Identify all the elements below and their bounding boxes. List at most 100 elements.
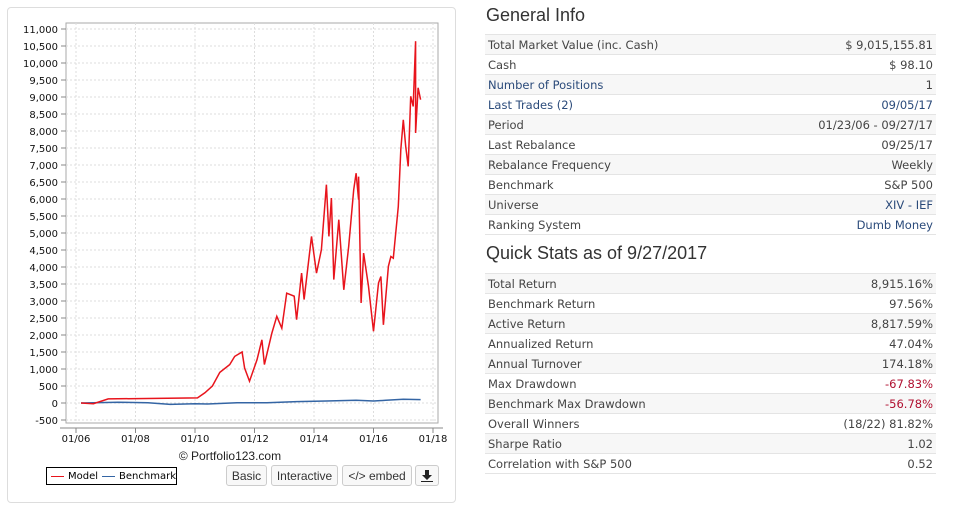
- y-tick-label: 5,500: [29, 212, 58, 223]
- table-row: Overall Winners (18/22) 81.82%: [485, 413, 936, 434]
- table-row: Cash $ 98.10: [485, 54, 936, 75]
- download-icon: [421, 469, 433, 482]
- row-value: $ 9,015,155.81: [752, 34, 936, 55]
- row-label: Annualized Return: [485, 333, 770, 354]
- y-tick-label: 3,000: [29, 297, 58, 308]
- y-tick-label: 1,500: [29, 348, 58, 359]
- table-row: Ranking System Dumb Money: [485, 214, 936, 235]
- interactive-button[interactable]: Interactive: [271, 465, 338, 486]
- table-row: Annualized Return 47.04%: [485, 333, 936, 354]
- y-tick-label: 7,500: [29, 144, 58, 155]
- y-tick-label: 10,500: [23, 42, 58, 53]
- y-tick-label: 9,500: [29, 76, 58, 87]
- row-label: Overall Winners: [485, 413, 770, 434]
- y-tick-label: 10,000: [23, 59, 58, 70]
- download-button[interactable]: [415, 465, 439, 486]
- table-row: Annual Turnover 174.18%: [485, 353, 936, 374]
- y-tick-label: 6,000: [29, 195, 58, 206]
- row-label[interactable]: Last Trades (2): [485, 94, 753, 115]
- chart-legend: Model Benchmark: [46, 467, 177, 485]
- table-row: Benchmark S&P 500: [485, 174, 936, 195]
- legend-benchmark: Benchmark: [119, 470, 176, 482]
- table-row: Max Drawdown -67.83%: [485, 373, 936, 394]
- performance-chart: 11,000 10,500 10,000 9,500 9,000 8,500 8,000 7,…: [23, 22, 447, 445]
- general-info-title: General Info: [486, 5, 586, 25]
- row-label: Ranking System: [485, 214, 753, 235]
- quick-stats-table: Total Return 8,915.16% Benchmark Return 97.…: [485, 273, 936, 474]
- y-tick-label: 9,000: [29, 93, 58, 104]
- series-line-benchmark: [80, 398, 421, 406]
- y-tick-label: 2,000: [29, 331, 58, 342]
- row-value[interactable]: 09/05/17: [752, 94, 936, 115]
- y-tick-label: -500: [35, 416, 58, 427]
- table-row: Correlation with S&P 500 0.52: [485, 453, 936, 474]
- row-value: 0.52: [769, 453, 936, 474]
- row-value: Weekly: [752, 154, 936, 175]
- table-row: Total Return 8,915.16%: [485, 273, 936, 294]
- x-tick-label: 01/10: [181, 434, 210, 445]
- y-tick-label: 500: [39, 382, 58, 393]
- embed-button[interactable]: </> embed: [342, 465, 412, 486]
- y-tick-label: 11,000: [23, 25, 58, 36]
- y-tick-label: 0: [52, 399, 58, 410]
- legend-swatch-model: [51, 475, 64, 477]
- y-tick-label: 5,000: [29, 229, 58, 240]
- row-label[interactable]: Number of Positions: [485, 74, 753, 95]
- row-value: -56.78%: [769, 393, 936, 414]
- y-tick-label: 4,500: [29, 246, 58, 257]
- table-row: Sharpe Ratio 1.02: [485, 433, 936, 454]
- table-row: Number of Positions 1: [485, 74, 936, 95]
- row-label: Total Market Value (inc. Cash): [485, 34, 753, 55]
- row-label: Benchmark Return: [485, 293, 770, 314]
- row-value: S&P 500: [752, 174, 936, 195]
- y-tick-label: 2,500: [29, 314, 58, 325]
- row-value[interactable]: Dumb Money: [752, 214, 936, 235]
- y-tick-label: 4,000: [29, 263, 58, 274]
- plot-area: [65, 22, 439, 424]
- table-row: Last Rebalance 09/25/17: [485, 134, 936, 155]
- chart-panel: [7, 7, 456, 503]
- y-tick-label: 3,500: [29, 280, 58, 291]
- basic-button[interactable]: Basic: [226, 465, 267, 486]
- y-tick-label: 6,500: [29, 178, 58, 189]
- row-label: Sharpe Ratio: [485, 433, 770, 454]
- row-value: -67.83%: [769, 373, 936, 394]
- row-value: 1.02: [769, 433, 936, 454]
- y-tick-label: 8,500: [29, 110, 58, 121]
- legend-model: Model: [68, 470, 99, 482]
- row-label: Total Return: [485, 273, 770, 294]
- x-tick-label: 01/16: [359, 434, 388, 445]
- row-value: 8,915.16%: [769, 273, 936, 294]
- row-value[interactable]: XIV - IEF: [752, 194, 936, 215]
- row-label: Last Rebalance: [485, 134, 753, 155]
- row-label: Period: [485, 114, 753, 135]
- row-value: 8,817.59%: [769, 313, 936, 334]
- row-value: 1: [752, 74, 936, 95]
- y-tick-label: 1,000: [29, 365, 58, 376]
- row-label: Benchmark: [485, 174, 753, 195]
- row-label: Benchmark Max Drawdown: [485, 393, 770, 414]
- general-info-table: Total Market Value (inc. Cash) $ 9,015,15…: [485, 34, 936, 235]
- row-value: $ 98.10: [752, 54, 936, 75]
- table-row: Universe XIV - IEF: [485, 194, 936, 215]
- row-label: Max Drawdown: [485, 373, 770, 394]
- table-row: Rebalance Frequency Weekly: [485, 154, 936, 175]
- legend-swatch-benchmark: [102, 475, 116, 477]
- copyright-text: © Portfolio123.com: [178, 449, 282, 463]
- x-tick-label: 01/06: [62, 434, 91, 445]
- quick-stats-title: Quick Stats as of 9/27/2017: [486, 243, 708, 263]
- row-label: Universe: [485, 194, 753, 215]
- table-row: Total Market Value (inc. Cash) $ 9,015,15…: [485, 34, 936, 55]
- x-tick-label: 01/14: [300, 434, 329, 445]
- table-row: Period 01/23/06 - 09/27/17: [485, 114, 936, 135]
- y-tick-label: 8,000: [29, 127, 58, 138]
- row-label: Cash: [485, 54, 753, 75]
- y-tick-label: 7,000: [29, 161, 58, 172]
- x-tick-label: 01/12: [240, 434, 269, 445]
- row-label: Rebalance Frequency: [485, 154, 753, 175]
- table-row: Last Trades (2) 09/05/17: [485, 94, 936, 115]
- row-value: 174.18%: [769, 353, 936, 374]
- table-row: Benchmark Max Drawdown -56.78%: [485, 393, 936, 414]
- row-label: Annual Turnover: [485, 353, 770, 374]
- x-tick-label: 01/08: [121, 434, 150, 445]
